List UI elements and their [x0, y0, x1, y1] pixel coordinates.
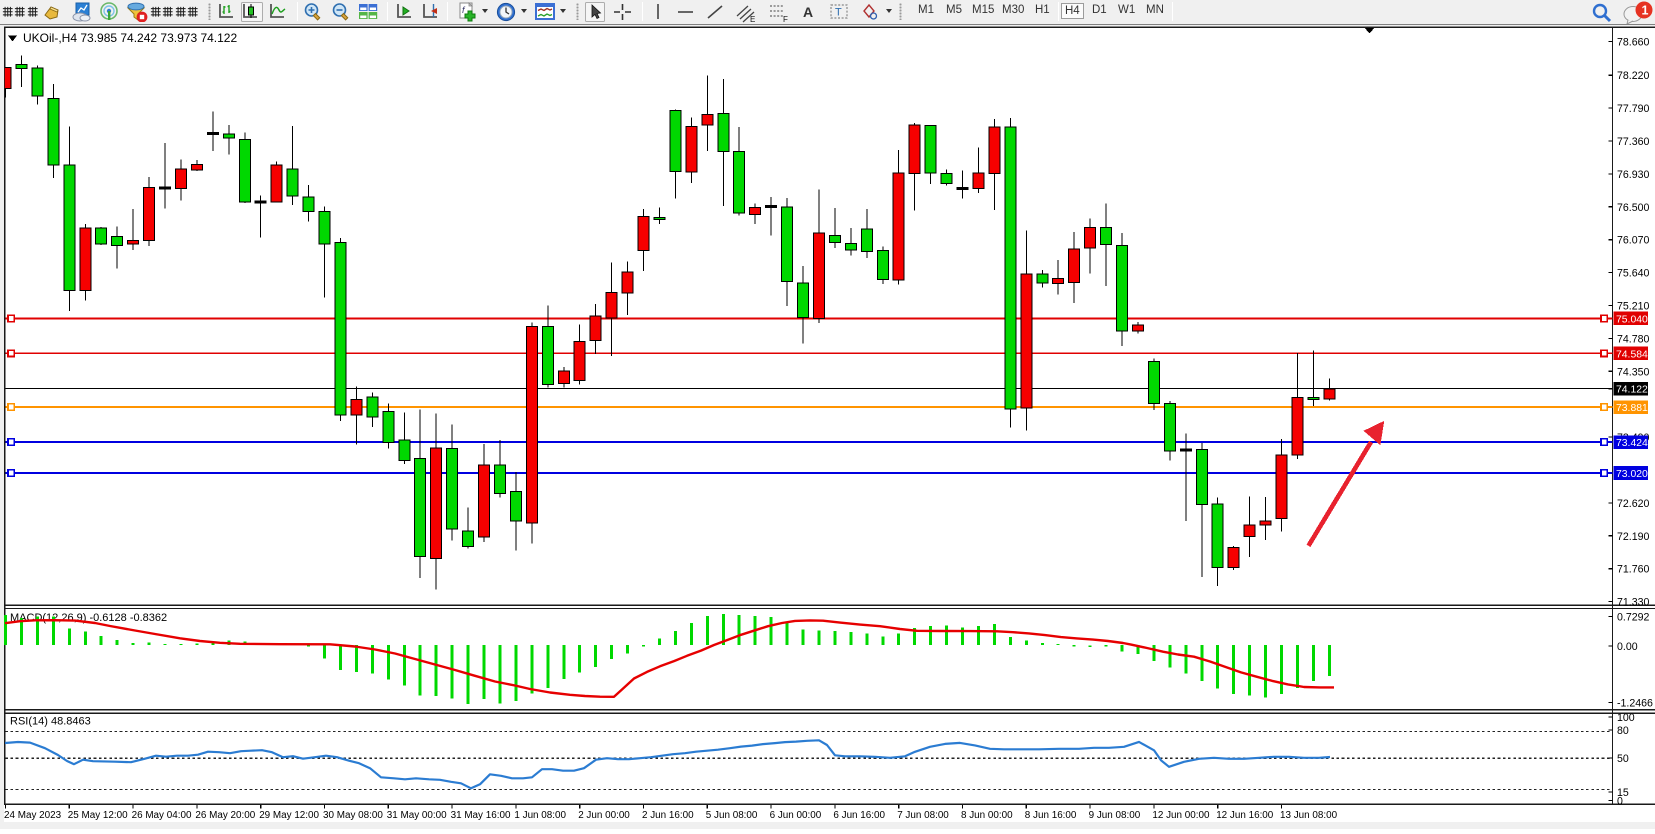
svg-text:73.881: 73.881 — [1616, 403, 1648, 414]
svg-text:50: 50 — [1617, 753, 1629, 765]
svg-text:1: 1 — [1642, 4, 1649, 18]
svg-text:78.220: 78.220 — [1617, 70, 1650, 82]
svg-text:T: T — [835, 7, 842, 19]
svg-text:75.210: 75.210 — [1617, 301, 1650, 313]
svg-text:0: 0 — [1617, 795, 1623, 807]
svg-text:8 Jun 00:00: 8 Jun 00:00 — [961, 810, 1013, 821]
svg-text:5 Jun 08:00: 5 Jun 08:00 — [706, 810, 758, 821]
svg-text:2 Jun 16:00: 2 Jun 16:00 — [642, 810, 694, 821]
svg-text:74.780: 74.780 — [1617, 333, 1650, 345]
svg-text:2 Jun 00:00: 2 Jun 00:00 — [578, 810, 630, 821]
svg-text:15: 15 — [1617, 787, 1629, 799]
svg-text:74.584: 74.584 — [1616, 349, 1648, 360]
svg-text:0.00: 0.00 — [1617, 641, 1638, 653]
svg-text:7 Jun 08:00: 7 Jun 08:00 — [897, 810, 949, 821]
svg-text:77.360: 77.360 — [1617, 136, 1650, 148]
svg-text:0.7292: 0.7292 — [1617, 612, 1650, 624]
svg-text:72.620: 72.620 — [1617, 498, 1650, 510]
svg-text:8 Jun 16:00: 8 Jun 16:00 — [1025, 810, 1077, 821]
svg-text:71.330: 71.330 — [1617, 597, 1650, 609]
svg-text:13 Jun 08:00: 13 Jun 08:00 — [1280, 810, 1338, 821]
svg-text:74.350: 74.350 — [1617, 366, 1650, 378]
svg-text:74.122: 74.122 — [1616, 385, 1648, 396]
svg-text:78.660: 78.660 — [1617, 37, 1650, 49]
svg-text:29 May 12:00: 29 May 12:00 — [259, 810, 319, 821]
svg-text:31 May 16:00: 31 May 16:00 — [451, 810, 511, 821]
svg-text:30 May 08:00: 30 May 08:00 — [323, 810, 383, 821]
svg-text:E: E — [750, 15, 755, 23]
svg-text:26 May 20:00: 26 May 20:00 — [195, 810, 255, 821]
svg-text:F: F — [783, 15, 788, 23]
svg-text:100: 100 — [1617, 712, 1635, 724]
svg-text:9 Jun 08:00: 9 Jun 08:00 — [1089, 810, 1141, 821]
svg-text:26 May 04:00: 26 May 04:00 — [132, 810, 192, 821]
svg-text:25 May 12:00: 25 May 12:00 — [68, 810, 128, 821]
svg-text:80: 80 — [1617, 725, 1629, 737]
svg-text:75.040: 75.040 — [1616, 314, 1648, 325]
svg-text:-1.2466: -1.2466 — [1617, 697, 1653, 709]
svg-text:RSI(14) 48.8463: RSI(14) 48.8463 — [10, 716, 91, 728]
svg-text:6 Jun 00:00: 6 Jun 00:00 — [770, 810, 822, 821]
svg-text:12 Jun 16:00: 12 Jun 16:00 — [1216, 810, 1274, 821]
svg-text:77.790: 77.790 — [1617, 103, 1650, 115]
svg-text:76.930: 76.930 — [1617, 169, 1650, 181]
svg-text:72.190: 72.190 — [1617, 531, 1650, 543]
svg-text:73.020: 73.020 — [1616, 469, 1648, 480]
svg-text:24 May 2023: 24 May 2023 — [4, 810, 62, 821]
svg-text:1 Jun 08:00: 1 Jun 08:00 — [514, 810, 566, 821]
svg-text:71.760: 71.760 — [1617, 564, 1650, 576]
svg-text:f: f — [462, 5, 466, 15]
svg-text:UKOil-,H4 73.985 74.242 73.97: UKOil-,H4 73.985 74.242 73.973 74.122 — [23, 31, 237, 45]
svg-text:12 Jun 00:00: 12 Jun 00:00 — [1152, 810, 1210, 821]
svg-text:75.640: 75.640 — [1617, 268, 1650, 280]
svg-text:76.070: 76.070 — [1617, 235, 1650, 247]
svg-text:73.424: 73.424 — [1616, 438, 1648, 449]
svg-text:76.500: 76.500 — [1617, 202, 1650, 214]
svg-text:6 Jun 16:00: 6 Jun 16:00 — [833, 810, 885, 821]
svg-text:31 May 00:00: 31 May 00:00 — [387, 810, 447, 821]
